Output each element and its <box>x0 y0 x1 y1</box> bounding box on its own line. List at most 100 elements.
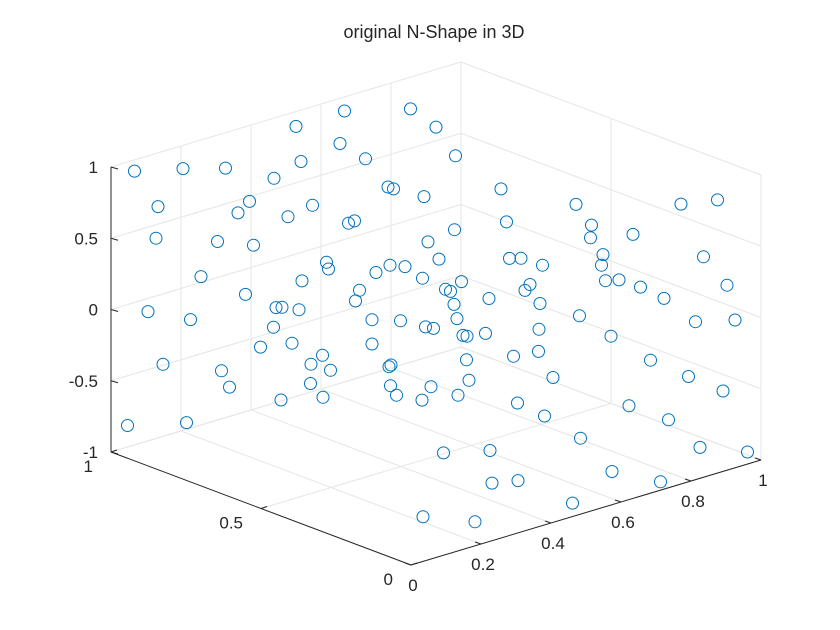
z-tick-label: -1 <box>83 443 98 462</box>
data-point <box>404 102 417 116</box>
data-point <box>320 255 333 269</box>
x-tick-mark <box>404 562 412 566</box>
y-tick-mark <box>110 449 118 453</box>
data-point <box>416 510 430 524</box>
data-point <box>294 155 308 168</box>
grid-line-wall-x-horiz <box>460 61 762 176</box>
data-point <box>494 182 508 196</box>
data-point <box>121 419 134 432</box>
data-point <box>180 416 193 430</box>
z-tick-label: 0 <box>89 301 98 320</box>
data-point <box>569 197 583 211</box>
data-point <box>697 250 710 264</box>
data-point <box>421 235 435 249</box>
grid-line-floor-y <box>260 403 612 509</box>
data-point <box>194 270 208 284</box>
grid-line-wall-y-horiz <box>110 61 462 168</box>
data-point <box>184 313 197 327</box>
data-point <box>304 377 317 390</box>
data-point <box>507 349 520 363</box>
data-point <box>269 301 283 315</box>
z-tick-mark <box>110 309 119 312</box>
data-point <box>447 297 461 311</box>
data-point <box>460 353 473 367</box>
data-point <box>223 380 236 394</box>
data-point <box>536 258 549 272</box>
data-point <box>348 214 361 228</box>
data-point <box>382 360 396 374</box>
data-point <box>275 300 289 314</box>
data-point <box>231 206 245 220</box>
data-point <box>451 388 465 402</box>
data-point <box>483 444 497 457</box>
data-point <box>456 328 470 342</box>
data-point <box>427 321 440 335</box>
data-point <box>424 380 438 394</box>
data-point <box>292 303 306 317</box>
data-point <box>485 476 499 490</box>
data-point <box>612 273 626 287</box>
y-tick-mark <box>260 506 268 509</box>
data-point <box>482 292 496 305</box>
data-point <box>689 315 702 329</box>
data-point <box>365 337 379 351</box>
data-point <box>365 313 379 327</box>
data-point <box>176 162 190 176</box>
data-point <box>243 194 256 208</box>
z-tick-label: -0.5 <box>69 372 98 391</box>
data-point <box>599 274 612 288</box>
data-point <box>285 336 299 350</box>
data-point <box>416 271 429 285</box>
data-point <box>394 314 407 328</box>
x-tick-label: 0.2 <box>471 555 495 574</box>
y-tick-label: 0 <box>384 570 393 589</box>
data-point <box>622 399 636 413</box>
data-point <box>462 373 476 387</box>
data-point <box>604 329 618 343</box>
data-point <box>450 312 464 326</box>
data-point <box>595 258 608 272</box>
data-point <box>324 363 337 377</box>
z-tick-label: 0.5 <box>74 229 98 248</box>
data-point <box>417 190 431 204</box>
x-tick-mark <box>754 457 762 461</box>
data-point <box>511 396 524 410</box>
data-point <box>514 251 528 265</box>
data-point <box>306 198 319 212</box>
x-tick-label: 0.8 <box>681 492 705 511</box>
data-point <box>398 260 412 274</box>
grid-line-wall-x-horiz <box>460 275 762 390</box>
data-point <box>533 297 547 310</box>
x-tick-label: 1 <box>758 471 767 490</box>
data-point <box>316 348 329 362</box>
data-point <box>574 431 587 445</box>
data-point <box>429 120 443 134</box>
grid-line-wall-x-horiz <box>460 346 762 461</box>
data-point <box>338 104 351 118</box>
data-point <box>369 266 383 279</box>
data-point <box>437 446 450 460</box>
y-tick-label: 1 <box>84 457 93 476</box>
y-tick-mark <box>410 562 418 566</box>
point-layer <box>121 102 754 529</box>
z-tick-mark <box>110 237 119 241</box>
data-point <box>444 284 457 298</box>
data-point <box>716 384 730 398</box>
data-point <box>566 496 579 510</box>
data-point <box>322 262 335 276</box>
data-point <box>387 182 400 196</box>
data-point <box>151 200 165 214</box>
grid-line-wall-y-horiz <box>110 204 462 310</box>
data-point <box>518 283 532 297</box>
data-point <box>657 291 671 305</box>
data-point <box>219 161 232 175</box>
data-point <box>546 371 560 384</box>
x-tick-mark <box>684 478 692 482</box>
z-tick-label: 1 <box>89 158 98 177</box>
z-tick-mark <box>110 451 119 455</box>
data-point <box>342 216 355 230</box>
x-tick-mark <box>544 520 552 524</box>
z-tick-mark <box>110 166 119 170</box>
data-point <box>359 152 372 166</box>
